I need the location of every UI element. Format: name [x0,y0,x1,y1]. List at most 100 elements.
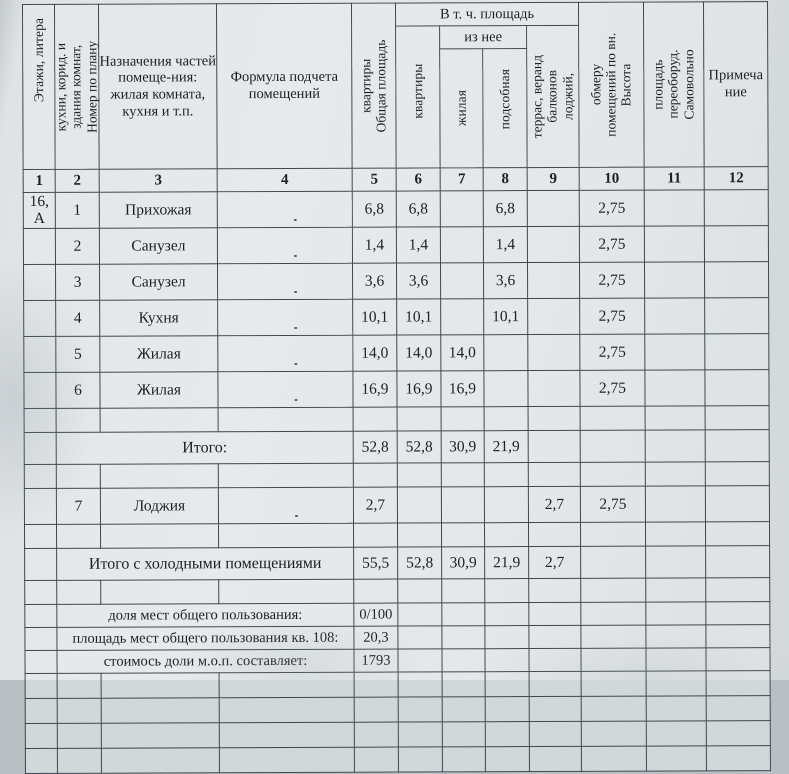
subtotal-utility-area: 21,9 [484,430,529,463]
cell-floor-literal: 16, А [23,192,56,229]
cell-empty [705,624,770,648]
header-note: Примеча ние [703,1,769,167]
column-number: 7 [440,167,484,191]
cell-apartment-area: 3,6 [396,262,441,300]
note-label-share-cost: стоимось доли м.о.п. составляет: [56,649,355,674]
cell-empty [24,627,57,651]
header-living-area-label: жилая [453,90,469,127]
cell-empty [705,647,771,671]
cell-empty [485,746,530,772]
cell-total-area: 3,6 [352,263,397,300]
note-row-share-cost: стоимось доли м.о.п. составляет: 1793 [24,647,771,674]
cell-utility-area [483,370,529,407]
note-value-common-area: 20,3 [353,626,398,650]
cell-room-number: 1 [55,192,100,229]
cell-empty [441,625,485,649]
cell-note [704,369,770,406]
subtotal-height [580,430,646,463]
header-plan-number-line-3: кухни, корид. и [53,42,69,132]
note-row-common-area: площадь мест общего пользования кв. 108:… [24,624,770,651]
cell-empty [645,624,706,649]
cell-note [705,485,770,522]
cell-empty [706,720,771,746]
header-group-of-which: из нее [439,25,527,49]
cell-empty [529,696,582,722]
cell-room-name: Жилая [99,371,219,409]
grand-total-row: Итого с холодными помещениями 55,5 52,8 … [24,545,770,581]
cell-empty [353,463,398,488]
subtotal-label: Итого: [56,431,354,465]
cell-room-number: 2 [55,228,100,265]
cell-empty [398,721,443,748]
table-body: 16, А 1 Прихожая 6,8 6,8 6,8 2,75 2 [23,189,771,774]
cell-empty [219,747,355,773]
cell-empty [24,524,57,549]
cell-empty [100,523,219,549]
header-unauthorized-area: Самовольно переоборуд. площадь [643,1,705,168]
header-utility-area: подсобная [482,48,528,168]
cell-formula [217,227,353,264]
column-number: 6 [396,167,441,192]
cell-empty [484,578,529,603]
cell-formula [218,487,354,524]
cell-empty [484,522,529,547]
cell-utility-area [484,486,529,523]
cell-empty [100,579,219,605]
cell-empty [442,671,486,697]
cell-floor-literal [23,264,56,301]
header-plan-number-line-2: здания комнат, [68,44,84,129]
cell-empty [645,577,706,603]
cell-room-name: Санузел [99,227,218,265]
cell-note [704,261,769,298]
cell-empty [580,462,646,487]
blank-row [25,720,771,749]
cell-balcony-area [527,334,580,371]
cell-unauthorized [644,225,705,263]
cell-note [704,297,769,334]
column-number: 11 [644,166,705,191]
header-apartment-area: квартиры [395,25,441,169]
cell-empty [56,408,101,433]
cell-note [704,333,769,370]
cell-unauthorized [644,297,705,335]
cell-empty [24,408,57,433]
table-row: 16, А 1 Прихожая 6,8 6,8 6,8 2,75 [23,189,769,229]
cell-empty [484,648,530,672]
column-number: 12 [704,166,769,190]
cell-height: 2,75 [579,298,645,335]
cell-unauthorized [644,333,705,371]
cell-empty [24,650,58,674]
cell-balcony-area [527,226,580,263]
cell-empty [24,548,57,581]
header-ceiling-height-line-2: помещений по вн. [603,32,619,137]
cell-empty [353,579,398,604]
cell-room-number: 5 [55,336,100,373]
cell-empty [354,672,399,698]
header-group-including-area: В т. ч. площадь [395,2,579,27]
cell-empty [706,695,771,721]
spacer-row [24,405,770,433]
cell-empty [354,722,399,748]
cell-utility-area: 10,1 [483,298,528,335]
cell-empty [581,671,647,697]
cell-living-area [440,262,484,299]
cell-note [704,189,769,226]
header-balcony-line-2: балконов [544,70,560,123]
cell-empty [218,407,354,432]
table-row: 5 Жилая 14,0 14,0 14,0 2,75 [23,333,769,373]
spacer-row [24,577,770,605]
cell-empty [101,672,220,699]
cell-empty [580,602,646,626]
cell-unauthorized [644,369,706,407]
cell-empty [354,697,399,723]
cell-apartment-area: 1,4 [396,226,441,264]
subtotal-unauthorized [645,429,706,463]
cell-empty [397,648,443,673]
subtotal-row: Итого: 52,8 52,8 30,9 21,9 [24,429,770,465]
cell-utility-area: 3,6 [483,262,528,299]
cell-room-number: 6 [55,372,101,409]
cell-total-area: 16,9 [352,371,398,408]
cell-empty [354,747,399,773]
cell-empty [397,602,442,627]
header-floor-literal: Этажи, литера [22,4,56,170]
